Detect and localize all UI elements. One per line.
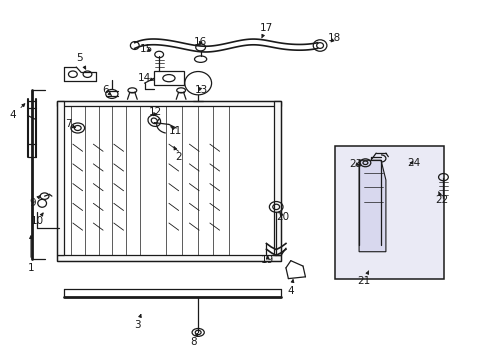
Text: 9: 9 <box>29 195 41 208</box>
Polygon shape <box>57 101 64 255</box>
Bar <box>154 71 183 85</box>
Text: 16: 16 <box>194 37 207 47</box>
Polygon shape <box>57 101 281 107</box>
Text: 21: 21 <box>357 271 370 286</box>
Polygon shape <box>358 160 385 252</box>
Text: 24: 24 <box>407 158 420 168</box>
Text: 12: 12 <box>149 107 162 117</box>
Text: 5: 5 <box>76 53 85 69</box>
Bar <box>334 146 444 279</box>
Polygon shape <box>273 101 281 255</box>
Text: 11: 11 <box>168 126 182 135</box>
Text: 1: 1 <box>27 236 34 273</box>
Text: 3: 3 <box>134 314 141 330</box>
Text: 18: 18 <box>327 33 341 43</box>
Text: 17: 17 <box>259 23 272 38</box>
Polygon shape <box>57 255 281 261</box>
Text: 14: 14 <box>138 73 154 83</box>
Text: 4: 4 <box>10 104 25 121</box>
Text: 22: 22 <box>434 192 447 205</box>
Text: 4: 4 <box>287 280 294 296</box>
Text: 23: 23 <box>348 159 362 169</box>
Text: 8: 8 <box>190 333 197 347</box>
Text: 20: 20 <box>275 212 288 221</box>
Text: 15: 15 <box>139 44 152 54</box>
Text: 10: 10 <box>31 213 44 226</box>
Text: 2: 2 <box>174 146 182 162</box>
Bar <box>57 101 281 261</box>
Text: 6: 6 <box>102 85 111 95</box>
Text: 7: 7 <box>64 120 75 129</box>
Text: 19: 19 <box>261 255 274 265</box>
Text: 13: 13 <box>195 85 208 95</box>
